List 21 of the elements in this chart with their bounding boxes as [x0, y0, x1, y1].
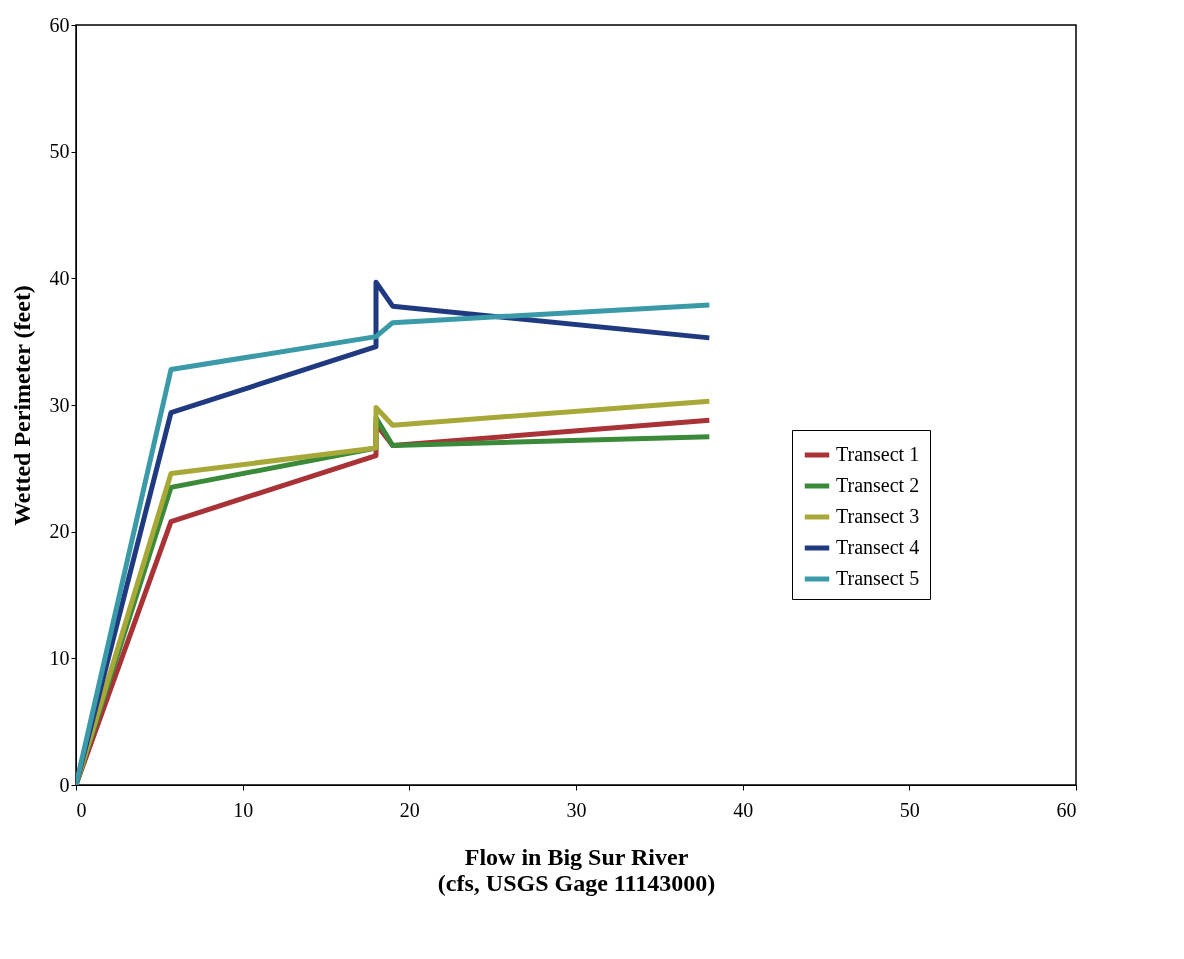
x-tick-label: 0 — [76, 798, 87, 821]
legend-label: Transect 4 — [836, 536, 920, 558]
y-tick-label: 0 — [59, 773, 70, 796]
y-tick-label: 40 — [49, 266, 70, 289]
x-tick-label: 40 — [733, 798, 754, 821]
x-tick-label: 30 — [566, 798, 587, 821]
x-axis-title: Flow in Big Sur River (cfs, USGS Gage 11143000) — [437, 843, 716, 896]
y-tick-label: 20 — [49, 520, 70, 543]
x-tick-label: 20 — [399, 798, 420, 821]
legend-label: Transect 3 — [836, 505, 920, 527]
y-tick-label: 10 — [49, 646, 70, 669]
legend-label: Transect 2 — [836, 474, 920, 496]
legend-label: Transect 5 — [836, 567, 920, 589]
y-tick-label: 60 — [49, 13, 70, 36]
x-tick-label: 50 — [899, 798, 920, 821]
legend-label: Transect 1 — [836, 443, 920, 465]
x-tick-label: 10 — [233, 798, 254, 821]
y-tick-label: 30 — [49, 393, 70, 416]
x-tick-label: 60 — [1056, 798, 1077, 821]
y-axis-title: Wetted Perimeter (feet) — [8, 285, 35, 526]
y-tick-label: 50 — [49, 140, 70, 163]
